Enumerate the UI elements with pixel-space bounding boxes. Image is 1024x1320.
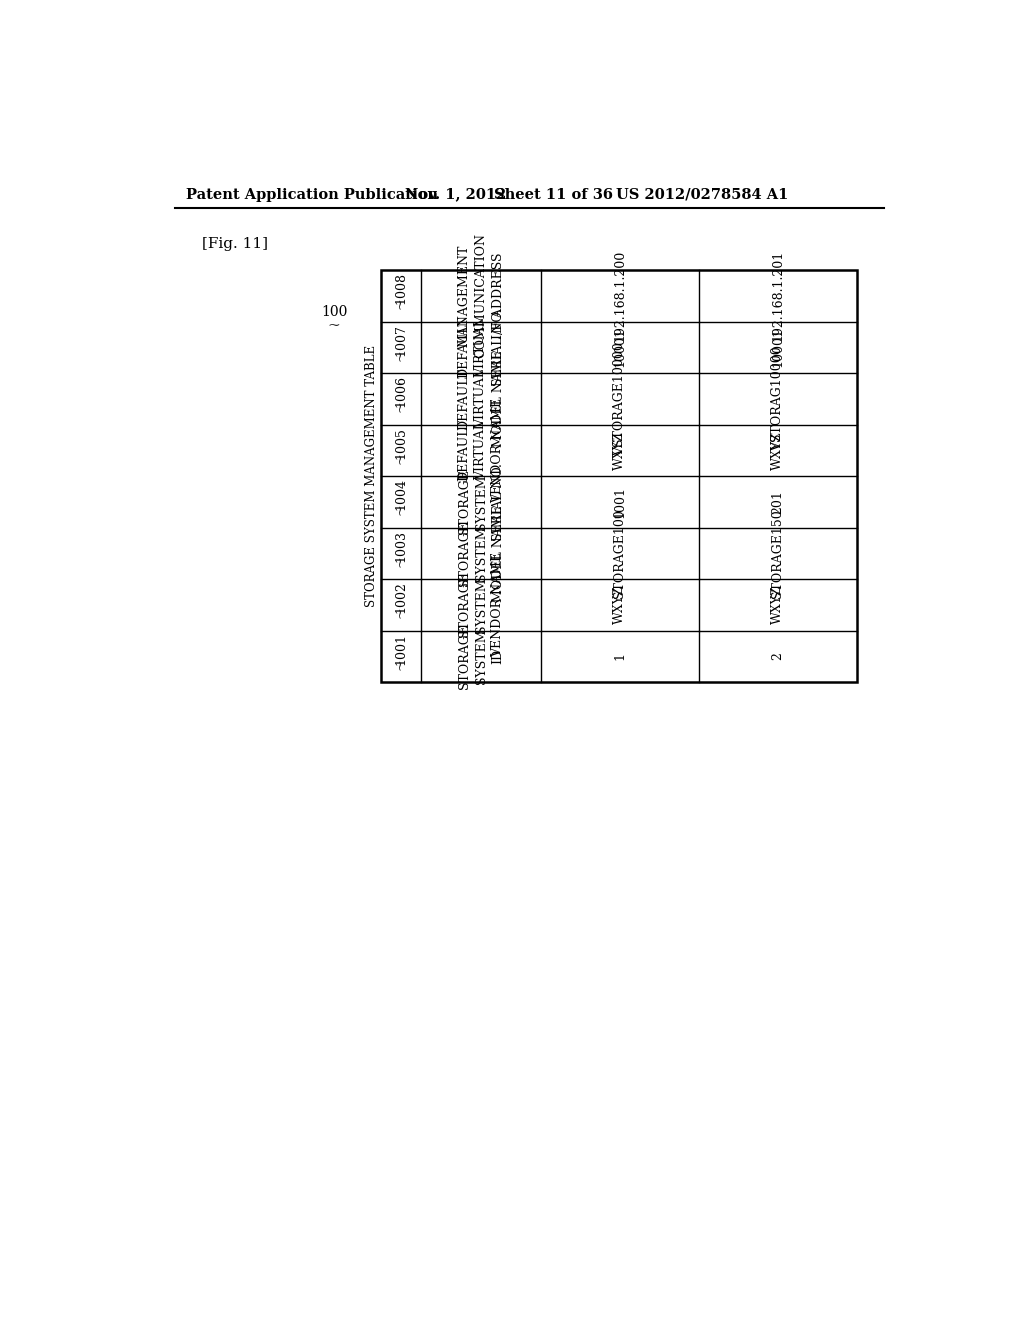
Text: ~: ~ bbox=[394, 504, 408, 515]
Text: WXYZ: WXYZ bbox=[771, 586, 784, 624]
Text: 1006: 1006 bbox=[394, 375, 408, 407]
Text: Sheet 11 of 36: Sheet 11 of 36 bbox=[494, 187, 612, 202]
Text: 201: 201 bbox=[771, 490, 784, 513]
Text: 1003: 1003 bbox=[394, 529, 408, 561]
Text: ~: ~ bbox=[394, 453, 408, 463]
Text: DEFAULT
VIRTUAL
MODEL NAME: DEFAULT VIRTUAL MODEL NAME bbox=[458, 350, 505, 447]
Text: DEFAULT
VIRTUAL
VENDOR NAME: DEFAULT VIRTUAL VENDOR NAME bbox=[458, 397, 505, 503]
Text: 100: 100 bbox=[321, 305, 347, 319]
Text: VSTORAGE10000: VSTORAGE10000 bbox=[613, 342, 627, 455]
Text: 10001: 10001 bbox=[613, 327, 627, 367]
Text: DEFAULT
VIRTUAL
SERIAL NO.: DEFAULT VIRTUAL SERIAL NO. bbox=[458, 309, 505, 387]
Text: STORAGE SYSTEM MANAGEMENT TABLE: STORAGE SYSTEM MANAGEMENT TABLE bbox=[365, 345, 378, 607]
Text: WXYZ: WXYZ bbox=[613, 586, 627, 624]
Text: 2: 2 bbox=[771, 652, 784, 660]
Text: ~: ~ bbox=[394, 556, 408, 566]
Text: ~: ~ bbox=[328, 319, 341, 333]
Text: 1007: 1007 bbox=[394, 323, 408, 355]
Text: 10001: 10001 bbox=[771, 327, 784, 367]
Text: STORAGE
SYSTEM
VENDOR NAME: STORAGE SYSTEM VENDOR NAME bbox=[458, 552, 505, 657]
Text: 1004: 1004 bbox=[394, 478, 408, 510]
Text: STORAGE150: STORAGE150 bbox=[771, 510, 784, 598]
Text: 192.168.1.200: 192.168.1.200 bbox=[613, 251, 627, 342]
Text: STORAGE100: STORAGE100 bbox=[613, 508, 627, 598]
Text: WXYZ: WXYZ bbox=[613, 430, 627, 470]
Text: Patent Application Publication: Patent Application Publication bbox=[186, 187, 438, 202]
Text: STORAGE
SYSTEM
MODEL NAME: STORAGE SYSTEM MODEL NAME bbox=[458, 504, 505, 602]
Text: ~: ~ bbox=[394, 350, 408, 360]
Text: ~: ~ bbox=[394, 659, 408, 669]
Text: WXYZ: WXYZ bbox=[771, 430, 784, 470]
Text: 1: 1 bbox=[613, 652, 627, 660]
Text: MANAGEMENT
COMMUNICATION
I/F ADDRESS: MANAGEMENT COMMUNICATION I/F ADDRESS bbox=[458, 234, 505, 358]
Text: [Fig. 11]: [Fig. 11] bbox=[202, 238, 267, 251]
Text: 192.168.1.201: 192.168.1.201 bbox=[771, 251, 784, 342]
Text: 1001: 1001 bbox=[613, 486, 627, 517]
Text: 1001: 1001 bbox=[394, 632, 408, 664]
Text: 1008: 1008 bbox=[394, 272, 408, 304]
Text: VSTORAG10000: VSTORAG10000 bbox=[771, 346, 784, 451]
Text: 1002: 1002 bbox=[394, 581, 408, 612]
Text: ~: ~ bbox=[394, 298, 408, 309]
Text: US 2012/0278584 A1: US 2012/0278584 A1 bbox=[616, 187, 788, 202]
Bar bbox=[381, 271, 856, 682]
Text: Nov. 1, 2012: Nov. 1, 2012 bbox=[406, 187, 507, 202]
Text: STORAGE
SYSTEM
SERIAL NO.: STORAGE SYSTEM SERIAL NO. bbox=[458, 463, 505, 541]
Text: ~: ~ bbox=[394, 401, 408, 412]
Text: STORAGE
SYSTEM
ID: STORAGE SYSTEM ID bbox=[458, 624, 505, 689]
Text: 1005: 1005 bbox=[394, 426, 408, 458]
Text: ~: ~ bbox=[394, 607, 408, 618]
